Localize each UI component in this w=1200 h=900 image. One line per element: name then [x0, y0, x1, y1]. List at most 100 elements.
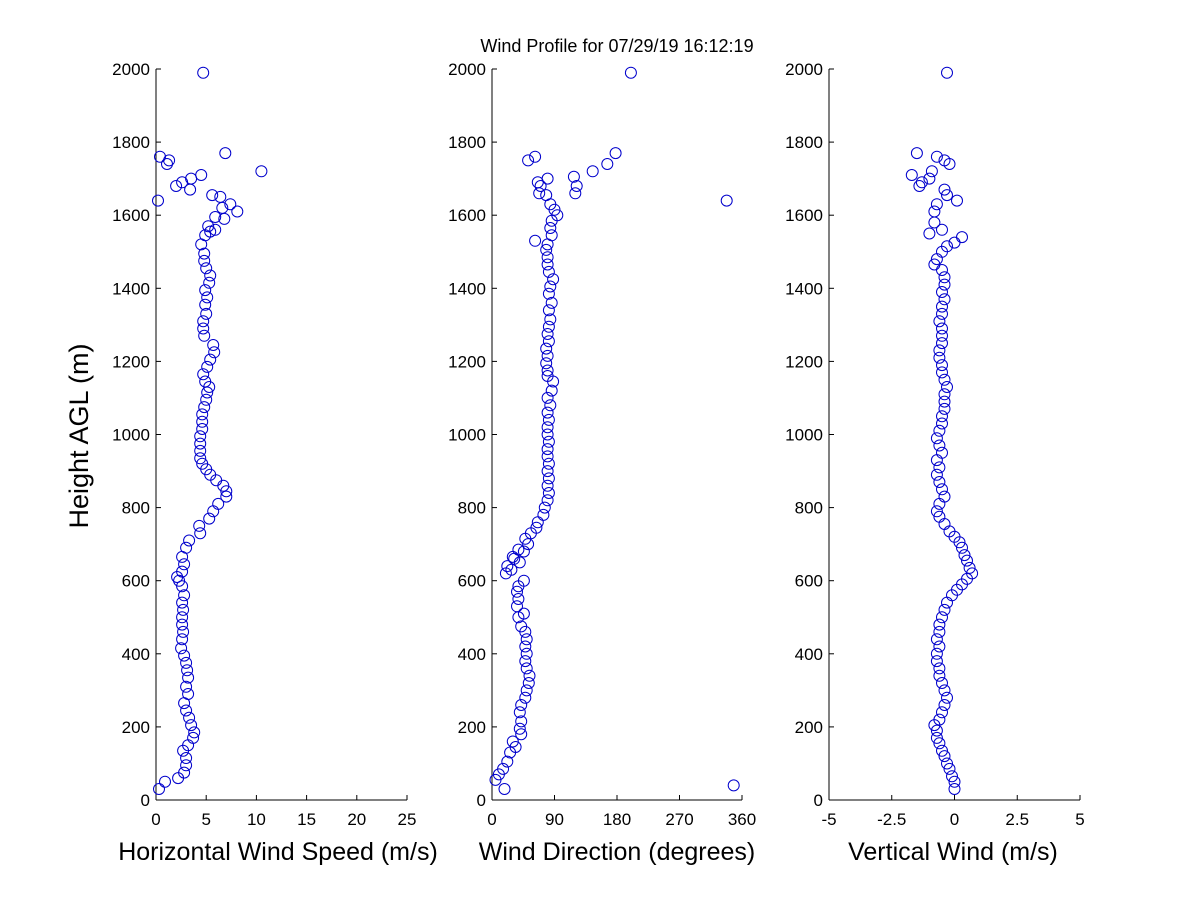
data-point: [915, 176, 928, 189]
data-point: [178, 589, 191, 602]
data-point: [517, 574, 530, 587]
data-point: [936, 223, 948, 236]
data-point: [199, 284, 212, 297]
data-point: [183, 711, 196, 724]
data-point: [201, 360, 214, 373]
data-point: [153, 783, 165, 795]
data-point: [187, 731, 200, 744]
data-point: [208, 346, 221, 359]
data-point: [214, 190, 227, 203]
data-point: [541, 450, 554, 463]
data-point: [515, 715, 528, 728]
data-point: [933, 476, 946, 488]
data-point: [542, 320, 555, 333]
data-point: [515, 728, 528, 741]
data-point: [194, 437, 207, 450]
x-tick-label: 10: [247, 810, 266, 829]
data-point: [925, 165, 938, 178]
data-point: [188, 726, 201, 739]
data-point: [204, 225, 217, 238]
data-point: [936, 366, 948, 379]
data-point: [497, 762, 510, 775]
data-point: [936, 410, 948, 423]
data-point: [178, 766, 191, 779]
data-point: [933, 737, 946, 750]
data-point: [540, 357, 553, 370]
x-tick-label: -2.5: [877, 810, 906, 829]
data-point: [197, 322, 210, 335]
y-tick-label: 1800: [448, 133, 486, 152]
data-point: [194, 444, 207, 457]
data-point: [180, 752, 193, 764]
data-point: [938, 603, 951, 616]
data-point: [938, 750, 951, 763]
y-tick-label: 200: [795, 718, 823, 737]
data-point: [938, 278, 951, 291]
x-tick-label: 180: [603, 810, 631, 829]
data-point: [936, 744, 948, 757]
data-point: [938, 183, 951, 196]
data-point: [520, 662, 533, 675]
data-point: [930, 724, 943, 737]
data-point: [936, 322, 948, 335]
figure-title: Wind Profile for 07/29/19 16:12:19: [480, 36, 753, 56]
data-point: [910, 147, 923, 160]
data-point: [941, 189, 953, 202]
y-tick-label: 200: [122, 718, 150, 737]
data-point: [963, 561, 976, 574]
data-point: [517, 545, 530, 558]
data-point: [161, 158, 173, 170]
data-point: [542, 335, 555, 348]
data-point: [933, 510, 946, 523]
data-point: [541, 428, 554, 441]
data-point: [542, 304, 555, 317]
data-point: [175, 642, 188, 655]
data-point: [569, 187, 582, 200]
data-point: [197, 315, 210, 328]
data-point: [183, 534, 196, 547]
y-tick-label: 0: [814, 791, 823, 810]
data-point: [930, 647, 943, 660]
data-point: [933, 662, 946, 675]
data-point: [519, 655, 532, 668]
data-point: [180, 759, 193, 772]
data-point: [570, 180, 583, 192]
x-tick-label: 270: [665, 810, 693, 829]
y-tick-label: 400: [122, 645, 150, 664]
data-point: [941, 66, 953, 79]
data-point: [523, 669, 536, 682]
panel-wind-direction: 0 200 400 600 800 1000 1200 1400 1600 1800 2000 0 90…: [448, 60, 756, 866]
y-tick-label: 1400: [448, 279, 486, 298]
data-point: [219, 147, 232, 160]
data-point: [936, 483, 948, 496]
data-point: [177, 603, 190, 616]
data-point: [178, 649, 191, 662]
data-point: [946, 770, 958, 783]
data-point: [180, 680, 193, 693]
data-point: [541, 421, 554, 434]
data-point: [176, 611, 189, 624]
data-point: [956, 231, 968, 244]
data-point: [936, 677, 948, 689]
data-point: [194, 452, 207, 465]
y-tick-label: 200: [458, 718, 486, 737]
y-tick-label: 1400: [785, 279, 823, 298]
data-point: [941, 381, 953, 393]
data-point: [933, 424, 946, 437]
data-point: [202, 220, 215, 233]
x-tick-label: -5: [821, 810, 836, 829]
data-point: [544, 399, 557, 412]
data-point: [961, 554, 973, 567]
data-point: [936, 329, 948, 342]
data-point: [209, 211, 222, 223]
data-point: [936, 611, 948, 624]
data-point: [176, 565, 189, 578]
data-point: [180, 541, 193, 554]
data-point: [196, 415, 209, 428]
data-point: [201, 291, 214, 304]
y-tick-label: 0: [477, 791, 486, 810]
data-point: [541, 251, 554, 264]
data-point: [951, 194, 963, 207]
data-point: [178, 558, 191, 571]
y-tick-label: 600: [458, 572, 486, 591]
